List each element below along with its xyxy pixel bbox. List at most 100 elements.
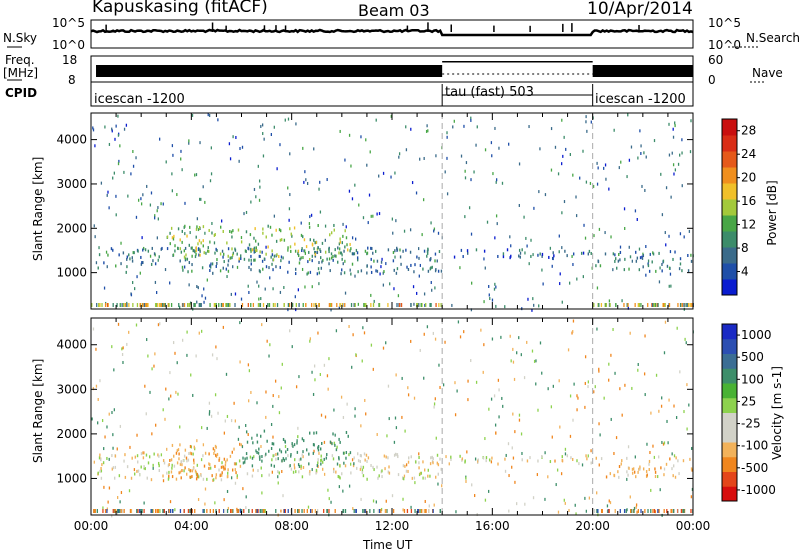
scatter-pixel <box>427 247 429 251</box>
scatter-pixel <box>290 467 293 471</box>
scatter-pixel <box>104 435 106 439</box>
scatter-pixel <box>635 505 637 509</box>
scatter-pixel <box>419 471 422 475</box>
scatter-pixel <box>375 269 377 273</box>
scatter-pixel <box>373 509 375 513</box>
scatter-pixel <box>153 364 155 368</box>
scatter-pixel <box>167 303 169 307</box>
scatter-pixel <box>225 267 228 271</box>
scatter-pixel <box>230 230 233 234</box>
scatter-pixel <box>435 475 437 479</box>
scatter-pixel <box>366 163 368 167</box>
scatter-pixel <box>297 435 299 439</box>
scatter-pixel <box>253 258 255 262</box>
scatter-pixel <box>326 374 329 378</box>
scatter-pixel <box>188 468 190 472</box>
scatter-pixel <box>556 468 559 472</box>
scatter-pixel <box>199 253 201 257</box>
scatter-pixel <box>311 254 314 258</box>
scatter-pixel <box>236 265 239 269</box>
scatter-pixel <box>361 359 363 363</box>
scatter-pixel <box>276 303 279 307</box>
scatter-pixel <box>397 455 399 459</box>
scatter-pixel <box>532 297 534 301</box>
scatter-pixel <box>125 123 128 127</box>
scatter-pixel <box>686 303 689 307</box>
scatter-pixel <box>216 452 219 456</box>
scatter-pixel <box>168 470 170 474</box>
scatter-pixel <box>353 252 356 256</box>
scatter-pixel <box>258 447 260 451</box>
scatter-pixel <box>391 494 394 498</box>
scatter-pixel <box>495 431 497 435</box>
scatter-pixel <box>585 120 587 124</box>
scatter-pixel <box>526 340 528 344</box>
scatter-pixel <box>300 233 303 237</box>
scatter-pixel <box>302 235 304 239</box>
scatter-pixel <box>310 303 313 307</box>
scatter-pixel <box>219 225 222 229</box>
scatter-pixel <box>334 254 336 258</box>
scatter-pixel <box>681 184 683 188</box>
scatter-pixel <box>99 453 101 457</box>
scatter-pixel <box>117 496 119 500</box>
scatter-pixel <box>634 209 637 213</box>
scatter-pixel <box>255 248 257 252</box>
scatter-pixel <box>644 509 646 513</box>
scatter-pixel <box>425 509 427 513</box>
scatter-pixel <box>516 351 518 355</box>
scatter-pixel <box>406 265 408 269</box>
scatter-pixel <box>227 468 229 472</box>
scatter-pixel <box>241 145 244 149</box>
scatter-pixel <box>287 248 289 252</box>
scatter-pixel <box>686 427 688 431</box>
scatter-pixel <box>488 458 491 462</box>
scatter-pixel <box>144 248 147 252</box>
scatter-pixel <box>116 447 118 451</box>
scatter-pixel <box>110 247 113 251</box>
scatter-pixel <box>397 473 400 477</box>
scatter-pixel <box>303 439 305 443</box>
scatter-pixel <box>226 489 229 493</box>
scatter-pixel <box>102 506 104 510</box>
scatter-pixel <box>584 405 586 409</box>
scatter-pixel <box>94 509 96 513</box>
scatter-pixel <box>136 433 138 437</box>
scatter-pixel <box>399 255 402 259</box>
scatter-pixel <box>420 303 422 307</box>
scatter-pixel <box>320 454 322 458</box>
scatter-pixel <box>350 303 353 307</box>
scatter-pixel <box>130 509 133 513</box>
scatter-pixel <box>304 170 306 174</box>
scatter-pixel <box>192 452 194 456</box>
scatter-pixel <box>337 260 339 264</box>
scatter-pixel <box>236 474 238 478</box>
scatter-pixel <box>638 467 640 471</box>
scatter-pixel <box>674 168 677 172</box>
scatter-pixel <box>137 509 139 513</box>
scatter-pixel <box>554 145 557 149</box>
scatter-pixel <box>547 387 549 391</box>
scatter-pixel <box>631 259 633 263</box>
scatter-pixel <box>248 265 250 269</box>
scatter-pixel <box>628 267 630 271</box>
scatter-pixel <box>621 299 623 303</box>
scatter-pixel <box>283 286 285 290</box>
scatter-pixel <box>162 202 164 206</box>
scatter-pixel <box>387 384 390 388</box>
scatter-pixel <box>600 303 603 307</box>
scatter-pixel <box>504 469 507 473</box>
scatter-pixel <box>608 299 611 303</box>
scatter-pixel <box>665 462 668 466</box>
scatter-pixel <box>612 268 614 272</box>
scatter-pixel <box>193 445 195 449</box>
scatter-pixel <box>172 253 175 257</box>
scatter-pixel <box>179 425 181 429</box>
scatter-pixel <box>249 233 252 237</box>
scatter-pixel <box>311 468 313 472</box>
scatter-pixel <box>212 271 214 275</box>
scatter-pixel <box>179 247 182 251</box>
scatter-pixel <box>173 454 175 458</box>
scatter-pixel <box>690 495 693 499</box>
scatter-pixel <box>468 206 471 210</box>
